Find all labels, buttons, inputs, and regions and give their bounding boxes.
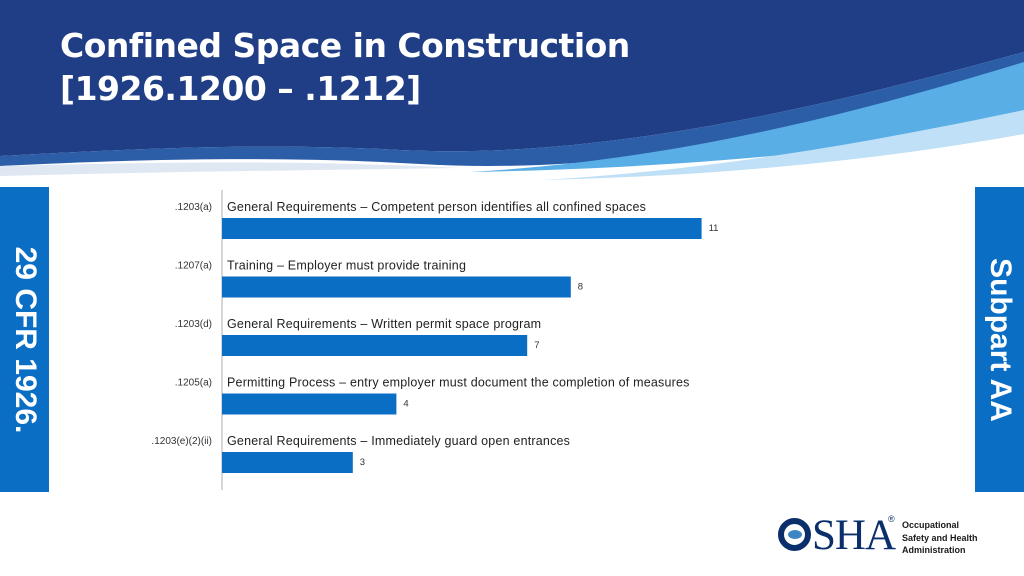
agency-line-3: Administration <box>902 545 966 555</box>
category-label: Permitting Process – entry employer must… <box>227 376 690 390</box>
bars-layer: .1203(a) General Requirements – Competent… <box>151 200 718 473</box>
agency-name: Occupational Safety and Health Administr… <box>902 519 978 557</box>
registered-mark: ® <box>888 514 895 524</box>
bar <box>222 218 702 239</box>
left-side-tab: 29 CFR 1926. <box>0 187 49 492</box>
osha-logo: SHA ® Occupational Safety and Health Adm… <box>778 514 1008 558</box>
tick-label: .1203(a) <box>175 202 212 213</box>
header-banner <box>0 0 1024 180</box>
osha-wordmark: SHA <box>778 512 896 559</box>
header-swoosh-light <box>470 62 1024 172</box>
page-title: Confined Space in Construction [1926.120… <box>60 24 630 110</box>
title-line-2: [1926.1200 – .1212] <box>60 69 421 108</box>
header-swoosh-pale <box>540 110 1024 180</box>
title-line-1: Confined Space in Construction <box>60 26 630 65</box>
tick-label: .1207(a) <box>175 261 212 272</box>
data-label: 7 <box>534 340 539 351</box>
data-label: 3 <box>360 457 365 468</box>
tick-label: .1203(d) <box>175 319 212 330</box>
right-side-tab: Subpart AA <box>975 187 1024 492</box>
agency-line-2: Safety and Health <box>902 532 978 543</box>
bar <box>222 393 397 415</box>
tick-label: .1203(e)(2)(ii) <box>151 436 212 447</box>
category-label: General Requirements – Immediately guard… <box>227 434 570 448</box>
category-label: General Requirements – Written permit sp… <box>227 317 541 331</box>
header-dark-band <box>0 0 1024 156</box>
data-label: 8 <box>578 282 583 293</box>
data-label: 4 <box>403 399 408 410</box>
osha-wordmark-rest: SHA <box>812 512 896 559</box>
osha-logo-icon <box>778 518 811 551</box>
tick-label: .1205(a) <box>175 378 212 389</box>
data-label: 11 <box>709 223 719 234</box>
header-swoosh-thin <box>0 162 460 176</box>
category-label: Training – Employer must provide trainin… <box>227 259 466 273</box>
bar <box>222 335 528 356</box>
category-label: General Requirements – Competent person … <box>227 200 646 214</box>
agency-line-1: Occupational <box>902 520 960 530</box>
bar <box>222 452 353 473</box>
bar <box>222 276 571 298</box>
